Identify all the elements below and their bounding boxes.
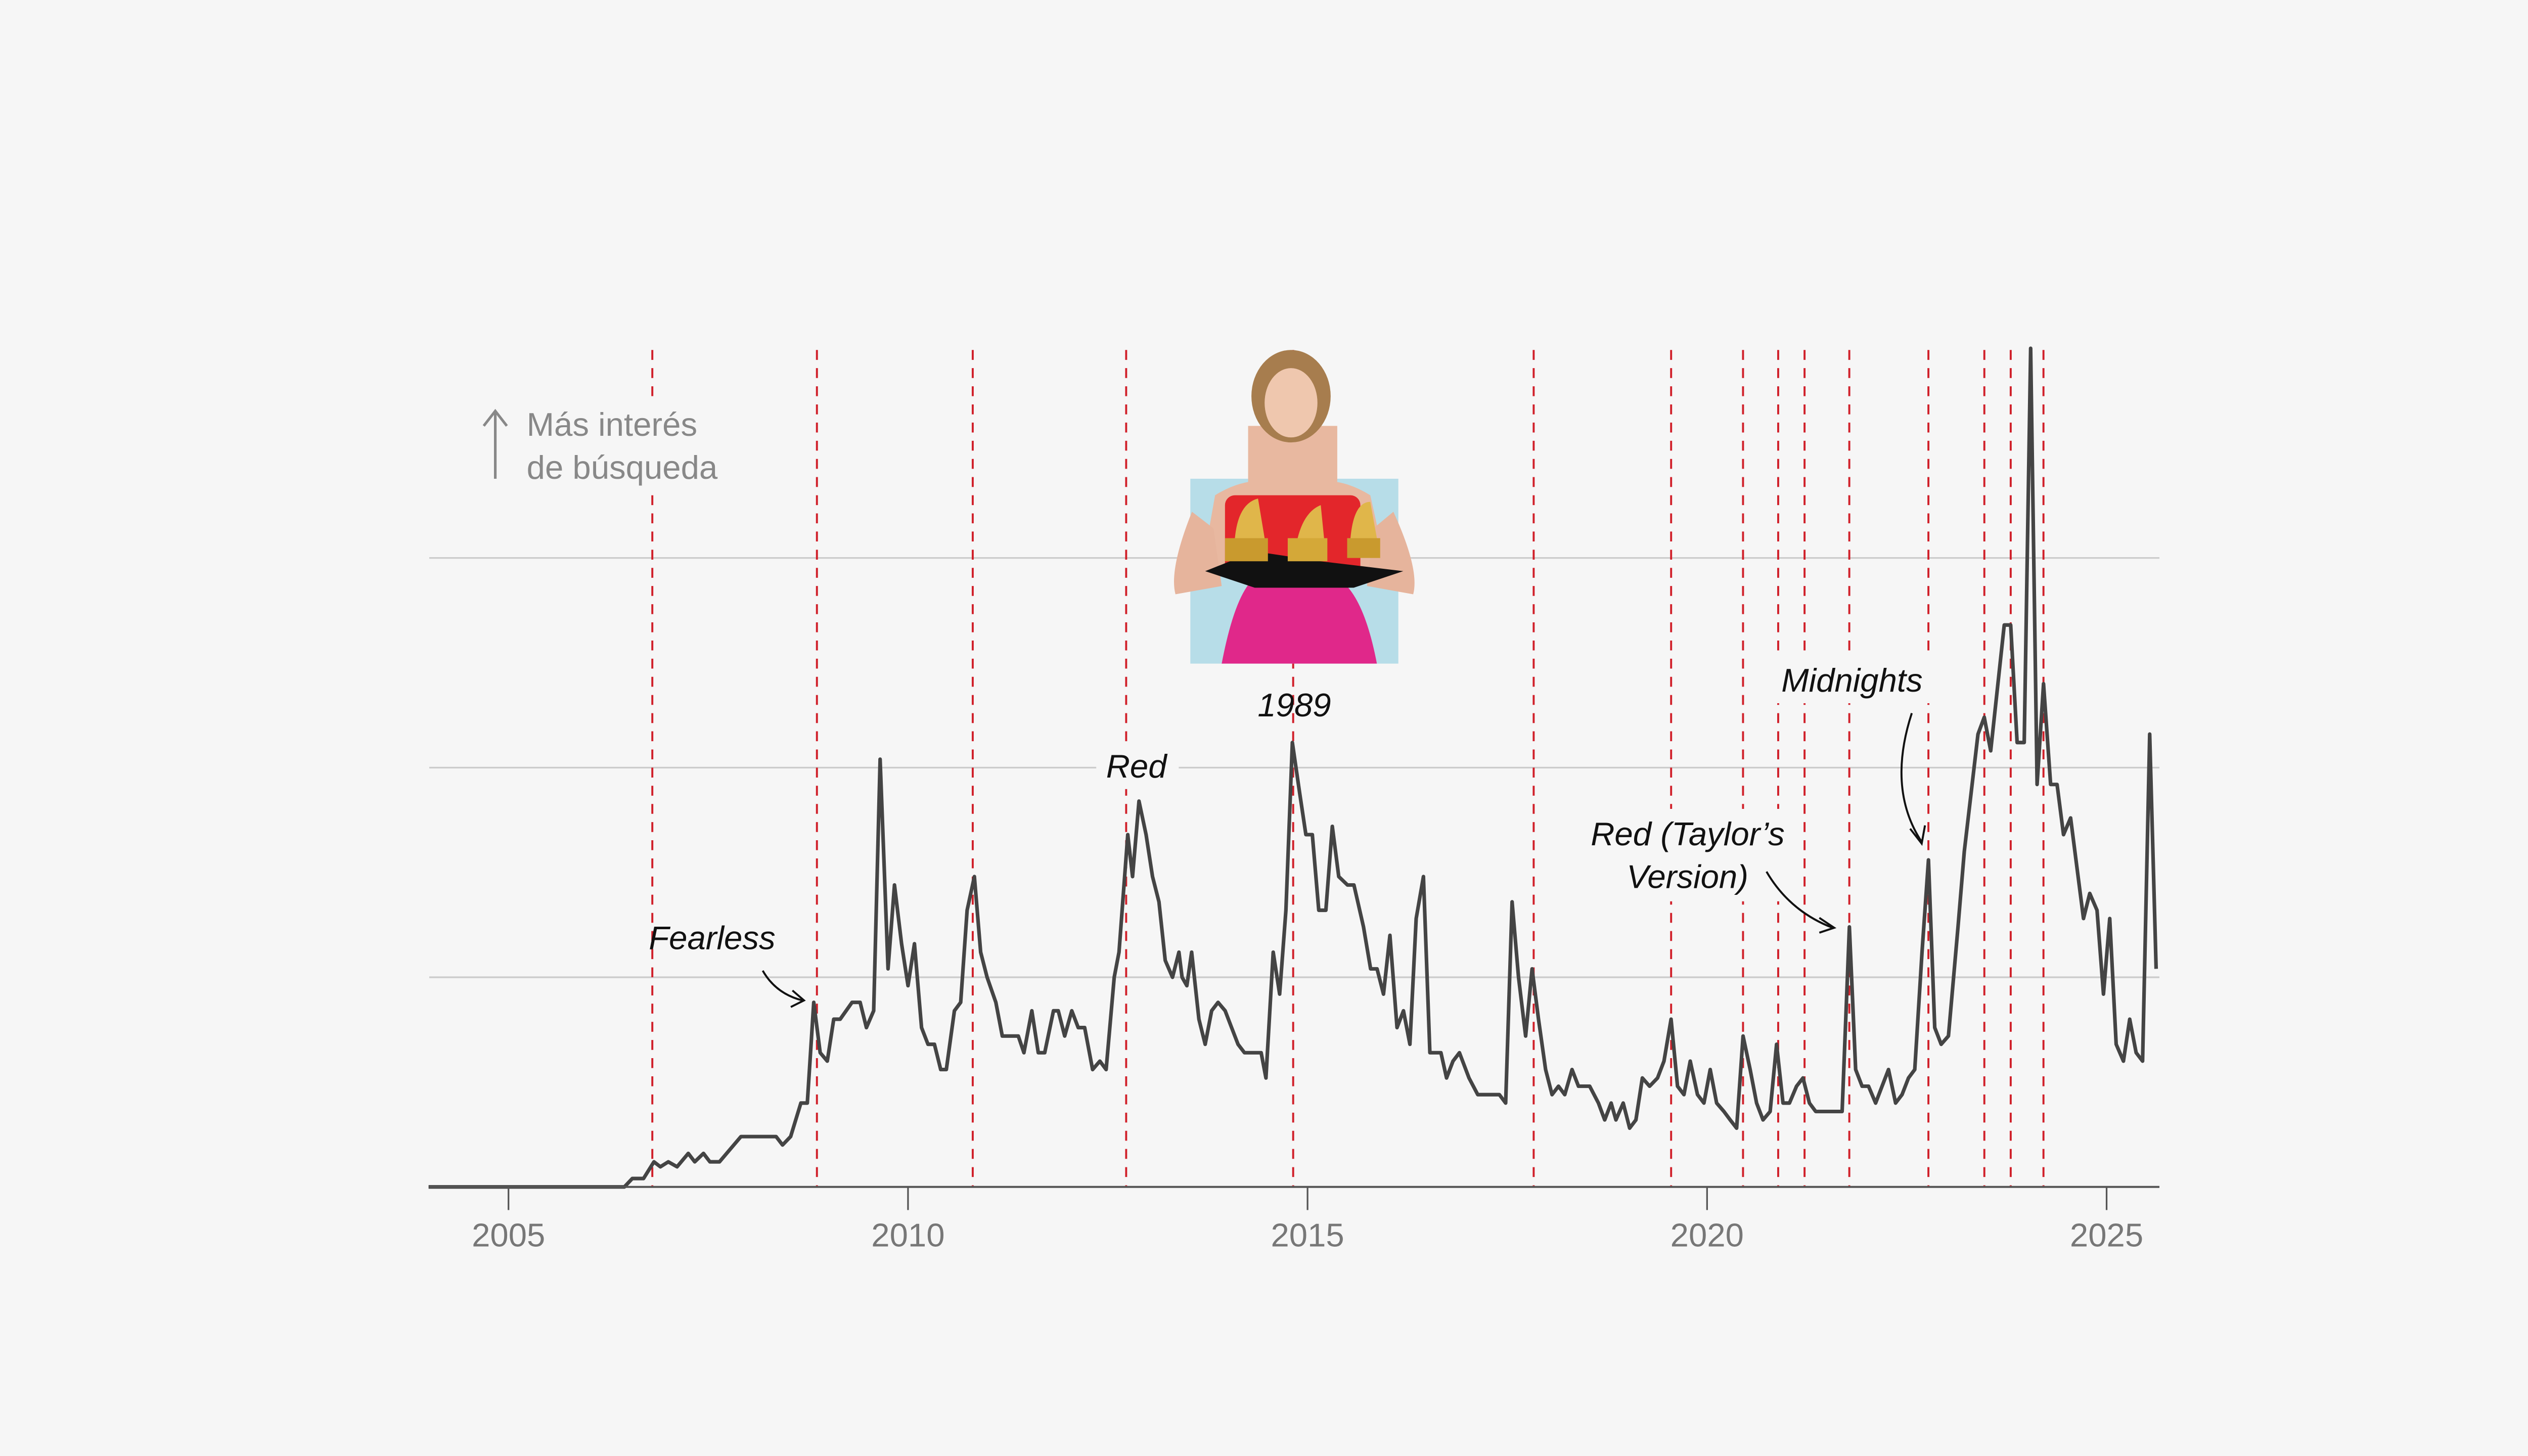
arrow-icon [761,970,806,1008]
x-tick-label-2005: 2005 [472,1216,545,1253]
x-tick-label-2015: 2015 [1271,1216,1344,1253]
face [1265,368,1318,438]
annotation-1989-label: 1989 [1257,687,1331,723]
x-tick-label-2025: 2025 [2070,1216,2143,1253]
annotation-red-label: Red [1106,748,1168,785]
y-label-line-1: Más interés [527,406,697,443]
y-axis-label: Más interés de búsqueda [482,396,746,495]
arrow-up-icon [482,408,508,479]
x-tick-label-2010: 2010 [871,1216,944,1253]
annotation-red-tv-line-2: Version) [1627,858,1748,895]
annotation-midnights-label: Midnights [1781,662,1922,699]
y-label-line-2: de búsqueda [527,449,718,486]
arrow-icon [1766,871,1837,934]
grammy-trophies-icon [1205,498,1404,588]
annotation-fearless-label: Fearless [649,920,775,957]
x-tick-label-2020: 2020 [1671,1216,1744,1253]
series-line [428,346,2158,1189]
annotation-red: Red [1096,743,1179,789]
x-axis-ticks: 2005 2010 2015 2020 2025 [472,1187,2143,1253]
pink-skirt [1222,577,1377,664]
arrow-icon [1900,713,1926,846]
annotation-red-tv: Red (Taylor’s Version) [1576,809,1837,934]
taylor-swift-photo [1173,350,1415,664]
annotation-red-tv-line-1: Red (Taylor’s [1591,815,1785,852]
annotation-fearless: Fearless [649,920,806,1008]
annotation-midnights: Midnights [1775,657,1947,846]
annotation-1989: 1989 [1257,687,1331,723]
